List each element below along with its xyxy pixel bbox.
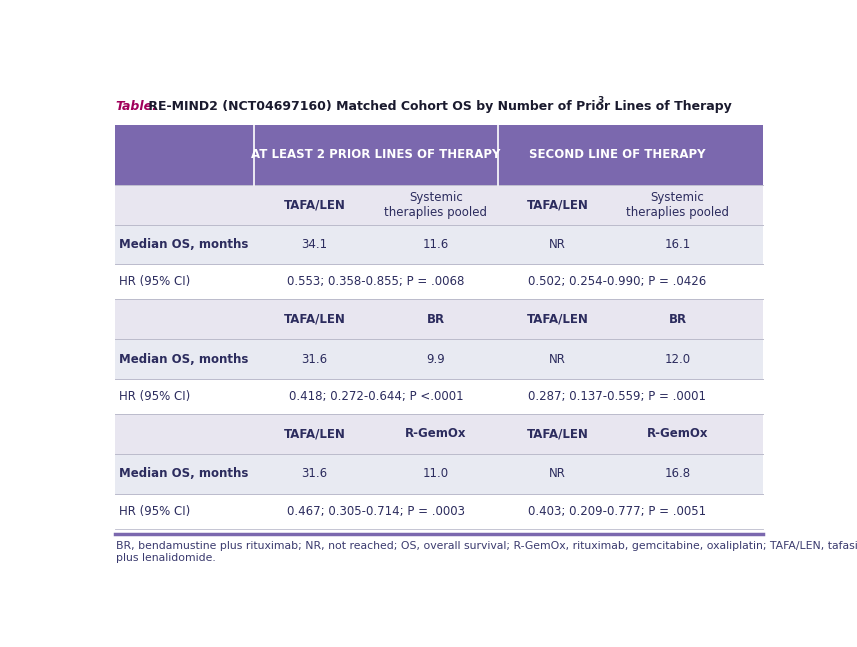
Text: NR: NR (549, 238, 566, 251)
Text: R-GemOx: R-GemOx (647, 428, 708, 441)
Text: AT LEAST 2 PRIOR LINES OF THERAPY: AT LEAST 2 PRIOR LINES OF THERAPY (251, 148, 500, 161)
Text: TAFA/LEN: TAFA/LEN (284, 198, 345, 211)
Text: 0.467; 0.305-0.714; P = .0003: 0.467; 0.305-0.714; P = .0003 (287, 505, 465, 518)
Text: Systemic
theraplies pooled: Systemic theraplies pooled (385, 191, 488, 219)
Text: 31.6: 31.6 (302, 467, 327, 480)
Text: SECOND LINE OF THERAPY: SECOND LINE OF THERAPY (530, 148, 705, 161)
Text: NR: NR (549, 467, 566, 480)
Bar (115, 379, 764, 414)
Text: Median OS, months: Median OS, months (119, 238, 249, 251)
Text: 16.8: 16.8 (664, 467, 691, 480)
Text: Median OS, months: Median OS, months (119, 353, 249, 366)
Text: HR (95% CI): HR (95% CI) (119, 276, 190, 289)
Text: 34.1: 34.1 (302, 238, 327, 251)
Text: 0.502; 0.254-0.990; P = .0426: 0.502; 0.254-0.990; P = .0426 (529, 276, 707, 289)
Bar (115, 454, 764, 494)
Text: 9.9: 9.9 (427, 353, 446, 366)
Text: TAFA/LEN: TAFA/LEN (526, 198, 589, 211)
Text: R-GemOx: R-GemOx (405, 428, 467, 441)
Text: 0.403; 0.209-0.777; P = .0051: 0.403; 0.209-0.777; P = .0051 (529, 505, 706, 518)
Text: 11.6: 11.6 (423, 238, 449, 251)
Text: NR: NR (549, 353, 566, 366)
Bar (115, 494, 764, 529)
Bar (115, 265, 764, 300)
Text: 12.0: 12.0 (664, 353, 691, 366)
Text: BR: BR (427, 313, 445, 325)
Bar (115, 300, 764, 339)
Text: BR, bendamustine plus rituximab; NR, not reached; OS, overall survival; R-GemOx,: BR, bendamustine plus rituximab; NR, not… (117, 542, 857, 563)
Text: Median OS, months: Median OS, months (119, 467, 249, 480)
Bar (115, 414, 764, 454)
Text: 3: 3 (597, 96, 603, 105)
Bar (115, 225, 764, 265)
Text: 0.287; 0.137-0.559; P = .0001: 0.287; 0.137-0.559; P = .0001 (529, 390, 706, 403)
Text: 0.553; 0.358-0.855; P = .0068: 0.553; 0.358-0.855; P = .0068 (287, 276, 464, 289)
Text: HR (95% CI): HR (95% CI) (119, 505, 190, 518)
Text: RE-MIND2 (NCT04697160) Matched Cohort OS by Number of Prior Lines of Therapy: RE-MIND2 (NCT04697160) Matched Cohort OS… (144, 100, 732, 113)
Bar (115, 125, 764, 185)
Text: BR: BR (668, 313, 686, 325)
Text: Systemic
theraplies pooled: Systemic theraplies pooled (626, 191, 729, 219)
Text: TAFA/LEN: TAFA/LEN (526, 313, 589, 325)
Text: 0.418; 0.272-0.644; P <.0001: 0.418; 0.272-0.644; P <.0001 (289, 390, 464, 403)
Text: TAFA/LEN: TAFA/LEN (284, 428, 345, 441)
Text: Table.: Table. (116, 100, 158, 113)
Text: 16.1: 16.1 (664, 238, 691, 251)
Text: TAFA/LEN: TAFA/LEN (526, 428, 589, 441)
Bar (115, 339, 764, 379)
Text: TAFA/LEN: TAFA/LEN (284, 313, 345, 325)
Text: HR (95% CI): HR (95% CI) (119, 390, 190, 403)
Text: 11.0: 11.0 (423, 467, 449, 480)
Bar (115, 185, 764, 225)
Text: 31.6: 31.6 (302, 353, 327, 366)
